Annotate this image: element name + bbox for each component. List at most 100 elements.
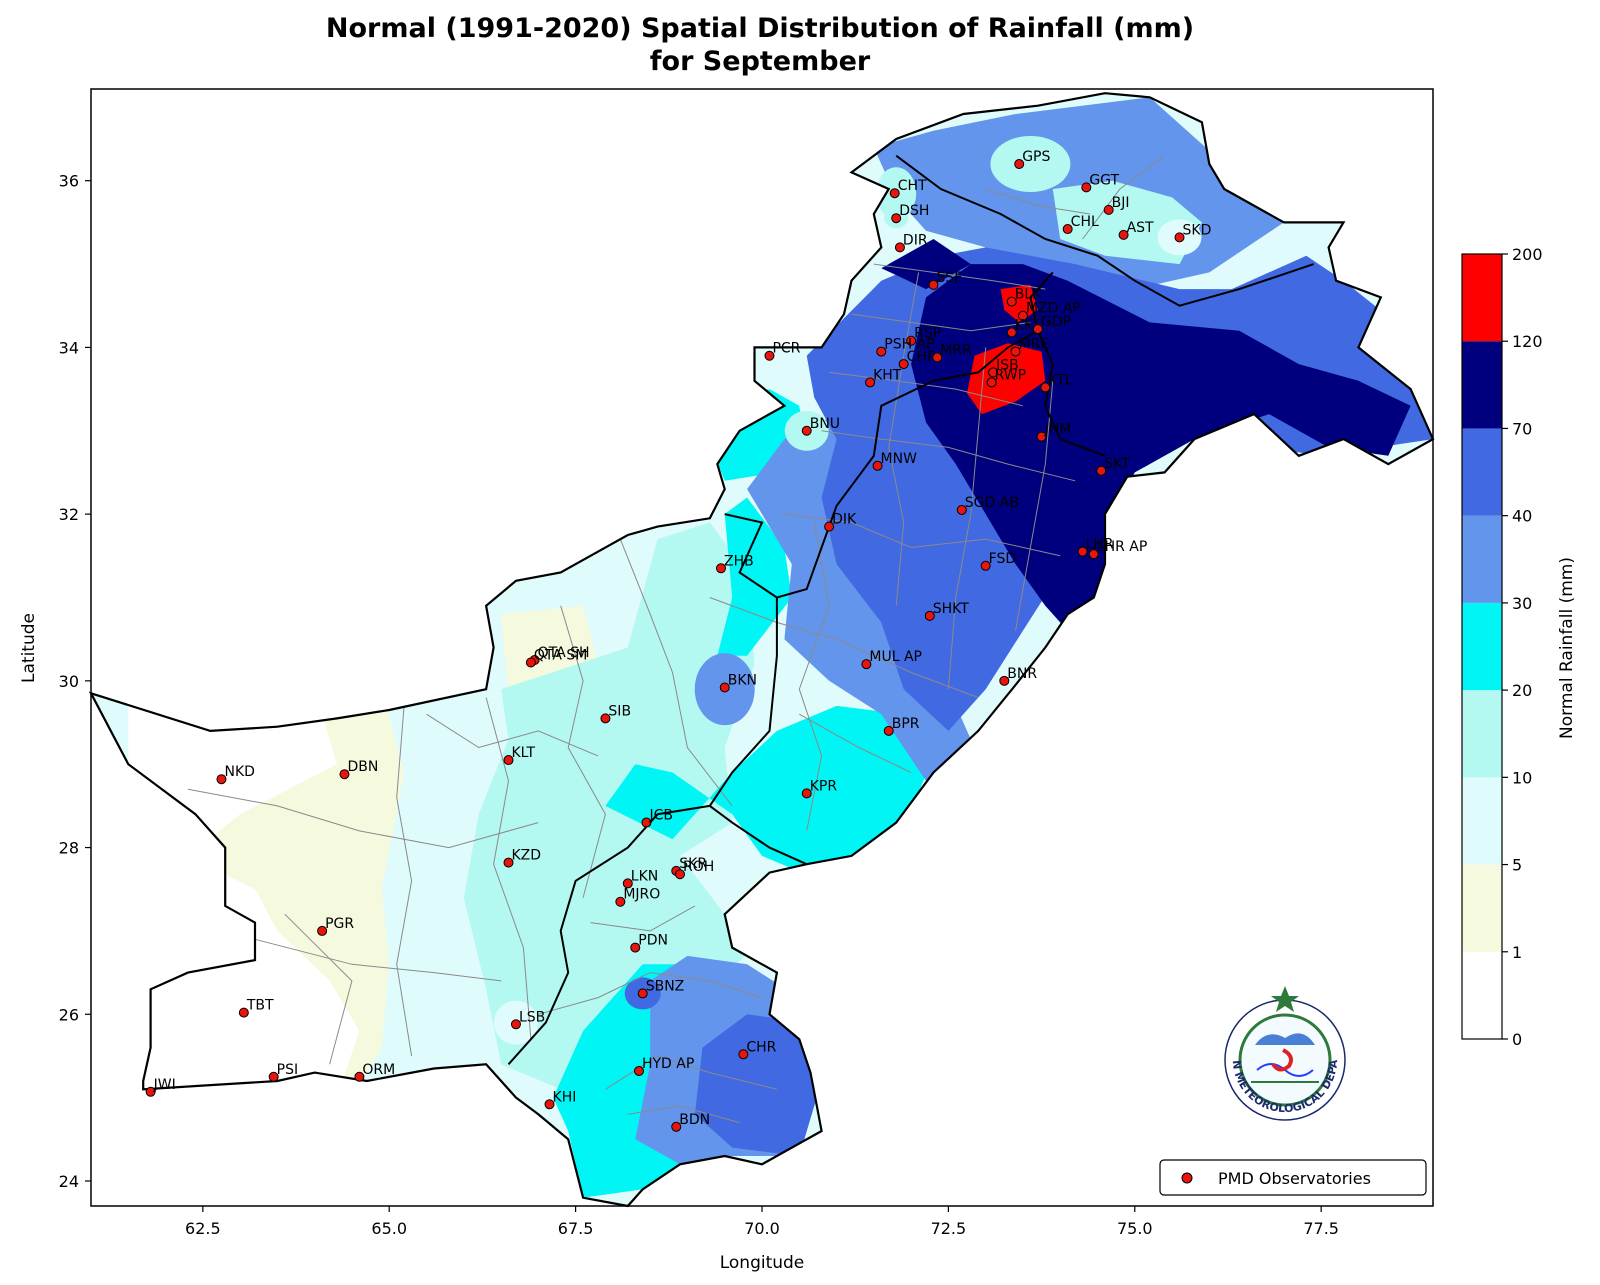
station-label: SHKT <box>933 601 970 617</box>
station-kht: KHT <box>865 367 902 388</box>
station-shkt: SHKT <box>924 601 970 621</box>
station-label: BNR <box>1007 666 1037 682</box>
station-label: LKN <box>631 868 658 884</box>
station-label: PSH AP <box>884 337 934 353</box>
station-marker <box>999 675 1010 686</box>
station-label: ZHB <box>724 553 754 569</box>
station-marker <box>883 725 894 736</box>
station-label: LHR AP <box>1097 539 1148 555</box>
station-label: MZD AP <box>1026 301 1081 317</box>
colorbar-tick-label: 0 <box>1512 1030 1522 1049</box>
station-bji: BJI <box>1103 195 1130 215</box>
legend-label: PMD Observatories <box>1218 1169 1371 1188</box>
station-marker <box>715 563 726 574</box>
station-label: MRE <box>1018 337 1049 353</box>
station-cht: CHT <box>889 178 927 199</box>
province-line <box>895 154 1315 307</box>
station-marker <box>1006 296 1017 307</box>
station-pdn: PDN <box>630 933 668 953</box>
station-marker <box>894 242 905 253</box>
country-outline <box>88 92 1435 1208</box>
station-label: ROH <box>683 859 714 875</box>
map-title: Normal (1991-2020) Spatial Distribution … <box>0 12 1520 78</box>
station-marker <box>1062 224 1073 235</box>
district-line <box>821 430 1076 482</box>
district-line <box>947 347 987 690</box>
station-mnw: MNW <box>872 451 917 471</box>
colorbar-segment <box>1462 602 1502 691</box>
station-klt: KLT <box>503 745 536 766</box>
station-marker <box>145 1086 156 1097</box>
district-line <box>605 1055 778 1090</box>
station-label: RSP <box>914 326 941 342</box>
station-marker <box>671 1121 682 1132</box>
station-label: MRR <box>940 342 972 358</box>
district-line <box>1082 155 1165 240</box>
colorbar-tick-label: 20 <box>1512 681 1532 700</box>
station-marker <box>924 610 935 621</box>
station-label: SKT <box>1104 456 1130 472</box>
zone-10-20-gupis <box>990 136 1071 193</box>
station-dir: DIR <box>894 232 928 253</box>
legend-box: PMD Observatories <box>1159 1159 1427 1196</box>
pmd-logo: PAKISTAN METEOROLOGICAL DEPARTMENT <box>1224 986 1346 1121</box>
station-label: DIR <box>903 232 928 248</box>
station-marker <box>988 367 999 378</box>
district-line <box>799 713 912 773</box>
colorbar-segment <box>1462 341 1502 429</box>
station-marker <box>317 925 328 936</box>
station-marker <box>865 377 876 388</box>
rainfall-zones <box>91 93 1433 1207</box>
station-label: KPR <box>810 778 838 794</box>
station-label: PDN <box>638 933 668 949</box>
district-line <box>590 905 696 932</box>
province-line <box>1029 271 1054 331</box>
station-label: GGT <box>1089 172 1119 188</box>
station-isb: ISB <box>988 357 1019 378</box>
station-label: KZD <box>512 848 542 864</box>
station-label: MJRO <box>623 887 660 903</box>
station-marker <box>824 521 835 532</box>
station-marker <box>1081 182 1092 193</box>
station-marker <box>1032 324 1043 335</box>
station-chr: CHR <box>738 1039 777 1060</box>
x-tick-label: 65.0 <box>371 1219 407 1238</box>
station-dsh: DSH <box>891 203 929 224</box>
district-line <box>627 1105 740 1124</box>
station-marker <box>622 878 633 889</box>
station-skt: SKT <box>1096 456 1130 476</box>
province-line <box>709 805 808 866</box>
station-qta-sm: QTA SM <box>525 648 587 668</box>
station-lhr: LHR <box>1077 537 1114 557</box>
station-label: CHR <box>907 349 937 365</box>
station-marker <box>956 504 967 515</box>
y-tick-label: 32 <box>59 505 79 524</box>
y-tick-label: 26 <box>59 1005 79 1024</box>
station-label: AST <box>1127 220 1154 236</box>
district-line <box>619 538 733 807</box>
station-jcb: JCB <box>641 808 673 828</box>
station-label: ISB <box>996 357 1019 373</box>
y-tick-label: 34 <box>59 338 79 357</box>
star-icon <box>1271 986 1299 1012</box>
station-marker <box>1014 159 1025 170</box>
station-marker <box>268 1071 279 1082</box>
station-label: LHR <box>1086 537 1114 553</box>
district-line <box>485 697 532 1040</box>
station-marker <box>764 350 775 361</box>
station-psh-ap: PSH AP <box>876 337 935 357</box>
station-mul-ap: MUL AP <box>861 649 922 670</box>
station-hyd-ap: HYD AP <box>633 1056 694 1076</box>
station-label: JHM <box>1044 422 1072 438</box>
station-marker <box>238 1007 249 1018</box>
station-blk: BLK <box>1006 287 1042 307</box>
station-marker <box>633 1065 644 1076</box>
colorbar-segment <box>1462 428 1502 516</box>
station-marker <box>891 213 902 224</box>
station-label: SGD AB <box>965 495 1019 511</box>
station-marker <box>898 359 909 370</box>
station-marker <box>637 988 648 999</box>
y-tick-label: 36 <box>59 172 79 191</box>
station-marker <box>641 817 652 828</box>
